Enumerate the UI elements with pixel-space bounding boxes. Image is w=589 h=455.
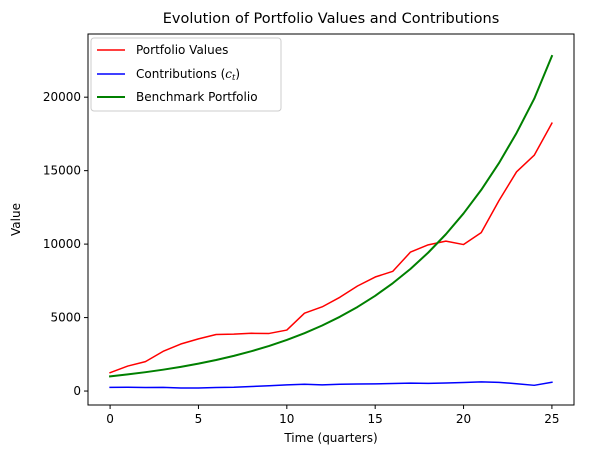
ticks-layer: 0 5 10 15 20 25 0 5000 10000 15000 20000 xyxy=(43,90,560,426)
series-line-benchmark-portfolio xyxy=(108,54,554,378)
x-tick-label: 10 xyxy=(279,412,294,426)
legend: Portfolio Values Contributions (ct) Benc… xyxy=(90,37,282,112)
series-line-portfolio-values xyxy=(109,122,553,374)
x-tick-label: 20 xyxy=(456,412,471,426)
y-tick-label: 5000 xyxy=(50,311,81,325)
legend-label-portfolio-values: Portfolio Values xyxy=(136,43,228,57)
y-tick-label: 10000 xyxy=(43,237,81,251)
x-tick-label: 25 xyxy=(544,412,559,426)
legend-label-benchmark-portfolio: Benchmark Portfolio xyxy=(136,90,258,104)
x-tick-label: 15 xyxy=(368,412,383,426)
y-tick-label: 0 xyxy=(73,384,81,398)
x-tick-label: 5 xyxy=(195,412,203,426)
series-layer xyxy=(108,54,554,389)
legend-label-contributions-var: c xyxy=(225,67,232,81)
plot-frame xyxy=(87,33,575,406)
chart-title: Evolution of Portfolio Values and Contri… xyxy=(163,11,500,27)
legend-label-contributions: Contributions (ct) xyxy=(136,67,240,83)
legend-label-contributions-text: Contributions xyxy=(136,67,217,81)
series-line-contributions xyxy=(109,381,553,389)
y-axis-title: Value xyxy=(9,203,23,236)
legend-label-contributions-sub: t xyxy=(232,73,236,83)
x-axis-title: Time (quarters) xyxy=(283,431,377,445)
y-tick-label: 20000 xyxy=(43,90,81,104)
x-tick-label: 0 xyxy=(106,412,114,426)
y-tick-label: 15000 xyxy=(43,164,81,178)
legend-frame xyxy=(90,37,282,112)
